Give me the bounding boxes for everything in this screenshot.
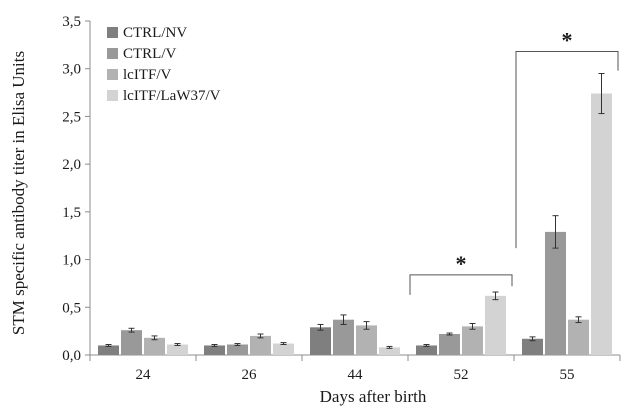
bar <box>227 344 248 355</box>
legend-label: lcITF/V <box>123 67 171 83</box>
y-tick-label: 0,5 <box>62 300 81 316</box>
legend-swatch <box>107 90 118 101</box>
bar <box>144 337 165 355</box>
plot-area: 0,0 0,5 1,0 1,5 2,0 2,5 3,0 3,5 24 26 44 52 55 * * <box>62 14 621 383</box>
x-tick-label: 55 <box>560 367 575 383</box>
y-tick-label: 1,0 <box>62 253 81 269</box>
legend-label: CTRL/NV <box>123 25 187 41</box>
y-tick-label: 2,0 <box>62 157 81 173</box>
bar <box>273 343 294 355</box>
y-axis-title: STM specific antibody titer in Elisa Uni… <box>9 51 28 335</box>
significance-bracket <box>515 51 619 249</box>
bar <box>250 335 271 355</box>
bar <box>568 319 589 355</box>
legend: CTRL/NV CTRL/V lcITF/V lcITF/LaW37/V <box>107 25 221 104</box>
bar <box>591 93 612 356</box>
x-tick-label: 26 <box>242 367 258 383</box>
bar <box>416 345 437 355</box>
bar <box>121 330 142 355</box>
y-tick-label: 3,0 <box>62 62 81 78</box>
legend-swatch <box>107 69 118 80</box>
y-tick-label: 1,5 <box>62 205 81 221</box>
y-axis-title-group: STM specific antibody titer in Elisa Uni… <box>9 51 28 335</box>
x-tick-label: 44 <box>348 367 364 383</box>
y-tick-label: 2,5 <box>62 109 81 125</box>
x-tick-label: 24 <box>136 367 152 383</box>
bar <box>439 334 460 355</box>
bar <box>333 319 354 355</box>
bar <box>356 325 377 355</box>
bar <box>485 295 506 355</box>
bar <box>310 327 331 355</box>
bar <box>379 347 400 355</box>
bar <box>545 231 566 355</box>
significance-bracket <box>409 274 513 295</box>
y-tick-label: 3,5 <box>62 14 81 30</box>
significance-marker: * <box>562 28 573 53</box>
legend-swatch <box>107 27 118 38</box>
significance-marker: * <box>456 251 467 276</box>
bar <box>522 338 543 355</box>
x-axis-title: Days after birth <box>320 387 427 406</box>
bar <box>204 345 225 355</box>
bar <box>167 344 188 355</box>
legend-label: CTRL/V <box>123 46 177 62</box>
legend-swatch <box>107 48 118 59</box>
legend-label: lcITF/LaW37/V <box>123 88 221 104</box>
x-tick-label: 52 <box>454 367 469 383</box>
y-tick-label: 0,0 <box>62 348 81 364</box>
bar <box>462 326 483 355</box>
bar <box>98 345 119 355</box>
